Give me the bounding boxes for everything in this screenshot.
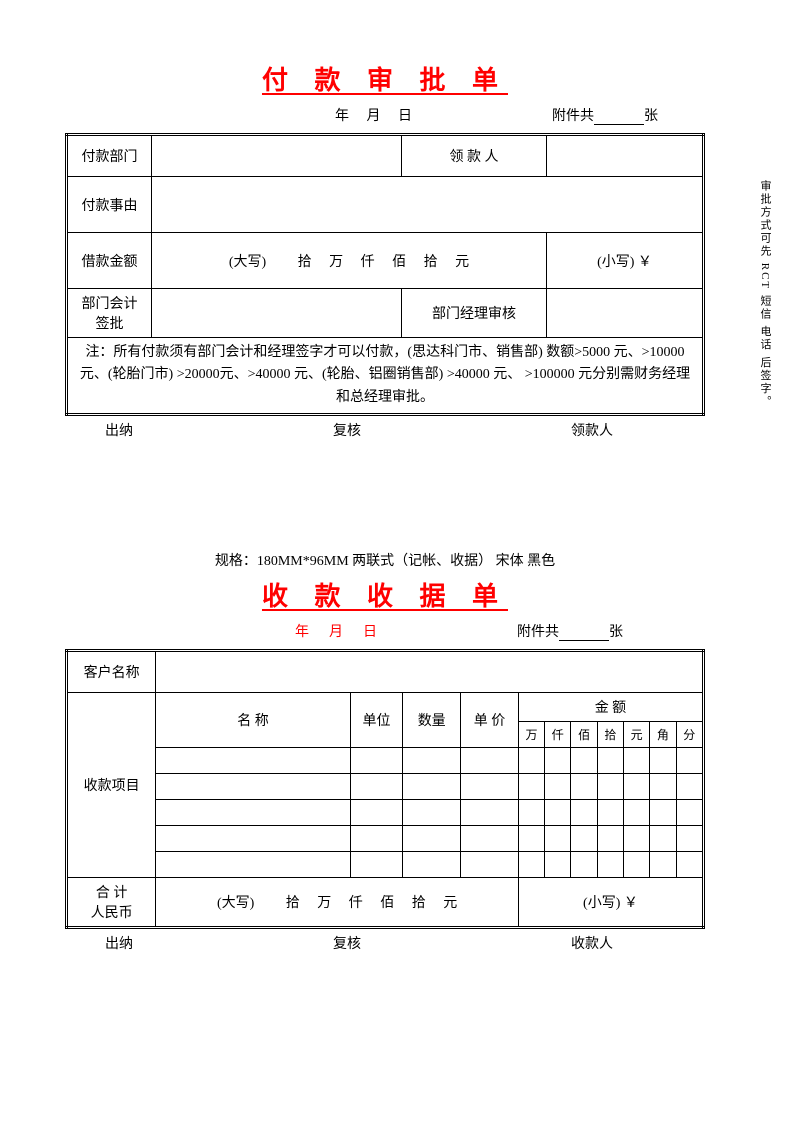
h-name: 名 称: [156, 693, 350, 748]
sign-cashier: 出纳: [105, 420, 133, 440]
cell-payment-dept-label: 付款部门: [67, 135, 152, 177]
cell-customer-value[interactable]: [156, 651, 704, 693]
item-name-1[interactable]: [156, 748, 350, 774]
item-name-4[interactable]: [156, 826, 350, 852]
sub-wan: 万: [518, 722, 544, 748]
cell-customer-label: 客户名称: [67, 651, 156, 693]
cell-manager-label: 部门经理审核: [402, 289, 547, 338]
cell-items-label: 收款项目: [67, 693, 156, 878]
date-text-red: 年月日: [295, 621, 397, 641]
payment-approval-form: 付 款 审 批 单 年 月 日 附件共张 付款部门 领 款 人 付款事由 借款金…: [65, 60, 743, 440]
sub-bai: 佰: [571, 722, 597, 748]
sub-qian: 仟: [545, 722, 571, 748]
cell-amount-label: 借款金额: [67, 233, 152, 289]
cell-total-dx[interactable]: (大写) 拾 万 仟 佰 拾 元: [156, 878, 519, 928]
vertical-side-note: 审批方式可先 RCT 短信 电话 后签字。: [757, 180, 773, 440]
form1-sign-line: 出纳 复核 领款人: [65, 420, 705, 440]
sign-payee: 领款人: [571, 420, 613, 440]
sub-shi: 拾: [597, 722, 623, 748]
attach-text: 附件共张: [552, 105, 658, 125]
form2-table: 客户名称 收款项目 名 称 单位 数量 单 价 金 额 万 仟 佰 拾 元 角 …: [65, 649, 705, 929]
cell-manager-value[interactable]: [547, 289, 704, 338]
sign-cashier2: 出纳: [105, 933, 133, 953]
attach-text2: 附件共张: [517, 621, 623, 641]
cell-reason-label: 付款事由: [67, 177, 152, 233]
form1-date-line: 年 月 日 附件共张: [65, 105, 705, 125]
sub-yuan: 元: [624, 722, 650, 748]
cell-note: 注：所有付款须有部门会计和经理签字才可以付款，(思达科门市、销售部) 数额>50…: [67, 338, 704, 415]
cell-amount-xx[interactable]: (小写) ￥: [547, 233, 704, 289]
form2-sign-line: 出纳 复核 收款人: [65, 933, 705, 953]
cell-acct-value[interactable]: [152, 289, 402, 338]
cell-total-label: 合 计人民币: [67, 878, 156, 928]
spec-text: 规格：180MM*96MM 两联式（记帐、收据） 宋体 黑色: [65, 550, 705, 570]
form2-date-line: 年月日 附件共张: [65, 621, 705, 641]
h-amount: 金 额: [518, 693, 703, 722]
cell-payment-dept-value[interactable]: [152, 135, 402, 177]
receipt-form: 规格：180MM*96MM 两联式（记帐、收据） 宋体 黑色 收 款 收 据 单…: [65, 550, 743, 953]
h-unit: 单位: [350, 693, 403, 748]
sign-payee2: 收款人: [571, 933, 613, 953]
cell-payee-label: 领 款 人: [402, 135, 547, 177]
sign-review2: 复核: [333, 933, 361, 953]
form2-title: 收 款 收 据 单: [65, 576, 705, 613]
h-qty: 数量: [403, 693, 461, 748]
item-name-2[interactable]: [156, 774, 350, 800]
cell-payee-value[interactable]: [547, 135, 704, 177]
sub-jiao: 角: [650, 722, 676, 748]
date-text: 年 月 日: [335, 105, 412, 125]
cell-total-xx[interactable]: (小写) ￥: [518, 878, 703, 928]
cell-acct-label: 部门会计签批: [67, 289, 152, 338]
item-name-3[interactable]: [156, 800, 350, 826]
item-name-5[interactable]: [156, 852, 350, 878]
form1-title: 付 款 审 批 单: [65, 60, 705, 97]
sub-fen: 分: [676, 722, 703, 748]
sign-review: 复核: [333, 420, 361, 440]
form1-table: 付款部门 领 款 人 付款事由 借款金额 (大写) 拾 万 仟 佰 拾 元 (小…: [65, 133, 705, 416]
h-price: 单 价: [461, 693, 519, 748]
cell-amount-dx[interactable]: (大写) 拾 万 仟 佰 拾 元: [152, 233, 547, 289]
cell-reason-value[interactable]: [152, 177, 704, 233]
